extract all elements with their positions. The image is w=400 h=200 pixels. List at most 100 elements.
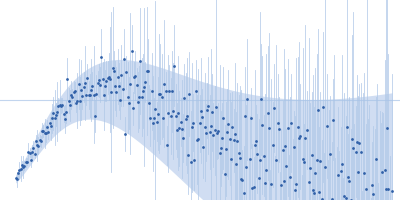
Point <box>78 88 84 92</box>
Point <box>133 83 140 86</box>
Point <box>142 81 148 84</box>
Point <box>98 55 104 58</box>
Point <box>108 91 114 94</box>
Point <box>121 58 127 61</box>
Point <box>258 98 264 101</box>
Point <box>297 135 304 138</box>
Point <box>107 78 113 81</box>
Point <box>170 110 176 113</box>
Point <box>79 95 86 98</box>
Point <box>161 82 168 85</box>
Point <box>215 129 222 132</box>
Point <box>29 151 35 154</box>
Point <box>222 172 228 175</box>
Point <box>106 75 112 78</box>
Point <box>28 158 34 161</box>
Point <box>59 103 66 106</box>
Point <box>190 121 196 124</box>
Point <box>218 147 224 150</box>
Point <box>244 98 250 101</box>
Point <box>53 113 59 116</box>
Point <box>204 109 210 112</box>
Point <box>254 152 261 156</box>
Point <box>182 117 189 121</box>
Point <box>208 125 214 128</box>
Point <box>174 128 180 131</box>
Point <box>162 90 169 93</box>
Point <box>24 160 30 163</box>
Point <box>288 121 295 125</box>
Point <box>247 157 253 160</box>
Point <box>72 89 78 92</box>
Point <box>384 126 390 129</box>
Point <box>172 115 179 118</box>
Point <box>344 126 350 129</box>
Point <box>150 122 156 125</box>
Point <box>19 163 25 166</box>
Point <box>322 166 329 169</box>
Point <box>113 90 120 93</box>
Point <box>303 128 310 131</box>
Point <box>389 189 395 193</box>
Point <box>178 121 184 124</box>
Point <box>12 176 19 179</box>
Point <box>185 153 191 156</box>
Point <box>226 138 233 141</box>
Point <box>67 104 73 107</box>
Point <box>361 172 368 175</box>
Point <box>362 187 369 191</box>
Point <box>92 115 98 118</box>
Point <box>345 175 351 179</box>
Point <box>252 143 258 147</box>
Point <box>110 66 116 69</box>
Point <box>210 133 216 136</box>
Point <box>328 197 335 200</box>
Point <box>147 116 154 119</box>
Point <box>76 83 82 86</box>
Point <box>117 99 123 102</box>
Point <box>256 177 262 180</box>
Point <box>120 88 126 91</box>
Point <box>171 64 178 67</box>
Point <box>300 157 306 161</box>
Point <box>232 132 238 135</box>
Point <box>264 112 271 115</box>
Point <box>327 152 334 155</box>
Point <box>242 115 248 118</box>
Point <box>293 182 300 185</box>
Point <box>198 109 204 112</box>
Point <box>116 85 122 88</box>
Point <box>83 93 89 97</box>
Point <box>317 160 324 163</box>
Point <box>195 137 202 140</box>
Point <box>46 121 53 125</box>
Point <box>192 90 199 93</box>
Point <box>63 110 69 113</box>
Point <box>287 175 293 179</box>
Point <box>132 74 138 77</box>
Point <box>196 122 203 125</box>
Point <box>45 130 52 133</box>
Point <box>62 117 68 121</box>
Point <box>341 195 348 198</box>
Point <box>240 191 247 194</box>
Point <box>216 151 223 154</box>
Point <box>220 116 227 119</box>
Point <box>151 117 157 120</box>
Point <box>52 116 58 119</box>
Point <box>102 84 108 87</box>
Point <box>39 129 45 132</box>
Point <box>184 114 190 117</box>
Point <box>276 128 282 131</box>
Point <box>301 160 307 163</box>
Point <box>219 137 225 140</box>
Point <box>42 132 48 135</box>
Point <box>154 120 160 123</box>
Point <box>352 150 359 153</box>
Point <box>349 138 355 141</box>
Point <box>128 49 135 52</box>
Point <box>16 169 23 172</box>
Point <box>99 77 106 81</box>
Point <box>311 191 317 194</box>
Point <box>253 139 259 142</box>
